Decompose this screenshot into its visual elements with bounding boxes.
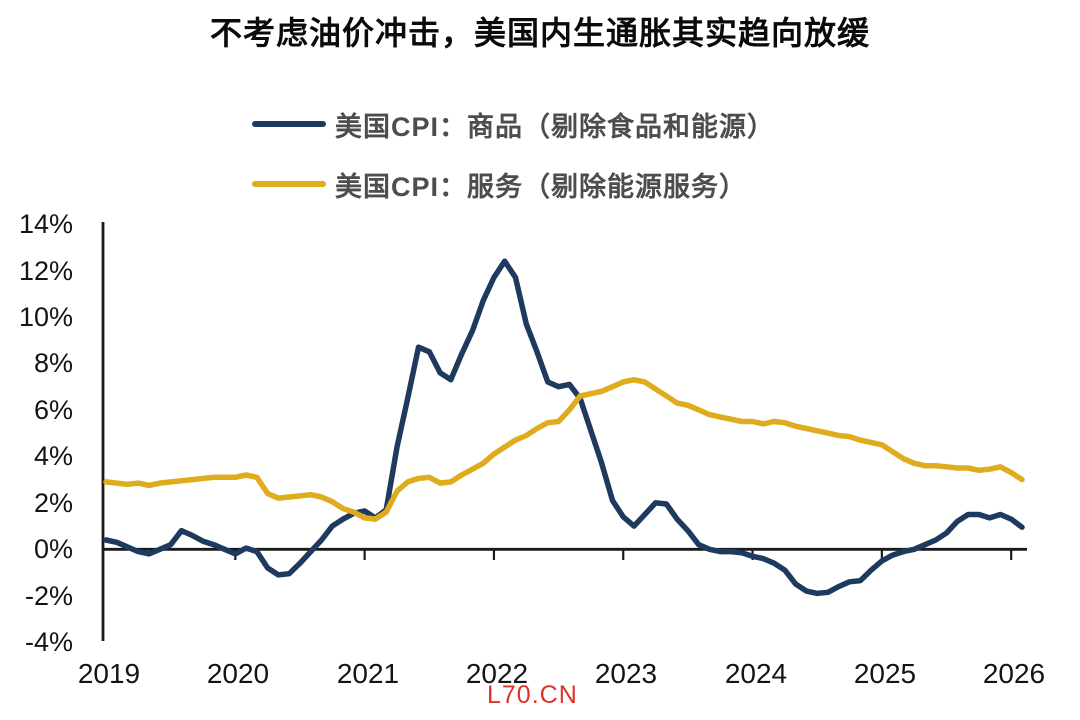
legend-label-services: 美国CPI：服务（剔除能源服务） (335, 171, 748, 202)
x-axis-label: 2024 (724, 658, 788, 689)
y-axis-label: 2% (33, 488, 73, 518)
x-axis-label: 2020 (206, 658, 270, 689)
x-axis-label: 2023 (594, 658, 658, 689)
x-axis-label: 2026 (982, 658, 1046, 689)
watermark: L70.CN (487, 681, 578, 709)
x-axis-label: 2022 (465, 658, 529, 689)
x-axis-label: 2019 (77, 658, 141, 689)
x-axis-label: 2021 (336, 658, 400, 689)
legend-item-goods: 美国CPI：商品（剔除食品和能源） (252, 103, 775, 145)
y-axis-label: 4% (33, 441, 73, 471)
services-line-swatch-icon (252, 181, 326, 187)
legend: 美国CPI：商品（剔除食品和能源） 美国CPI：服务（剔除能源服务） (252, 103, 775, 223)
goods-line-swatch-icon (252, 121, 326, 127)
legend-item-services: 美国CPI：服务（剔除能源服务） (252, 163, 775, 205)
y-axis-label: 0% (33, 534, 73, 564)
x-axis-label: 2025 (853, 658, 917, 689)
legend-label-goods: 美国CPI：商品（剔除食品和能源） (335, 111, 776, 142)
y-axis-label: -2% (24, 581, 73, 611)
y-axis-label: 10% (18, 302, 73, 332)
y-axis-label: 6% (33, 395, 73, 425)
y-axis-label: 14% (18, 209, 73, 239)
y-axis-label: 8% (33, 348, 73, 378)
y-axis-label: -4% (24, 627, 73, 657)
goods-series-line (103, 258, 1025, 597)
y-axis-label: 12% (18, 256, 73, 286)
services-series-line (103, 376, 1025, 522)
page-title: 不考虑油价冲击，美国内生通胀其实趋向放缓 (209, 15, 870, 51)
